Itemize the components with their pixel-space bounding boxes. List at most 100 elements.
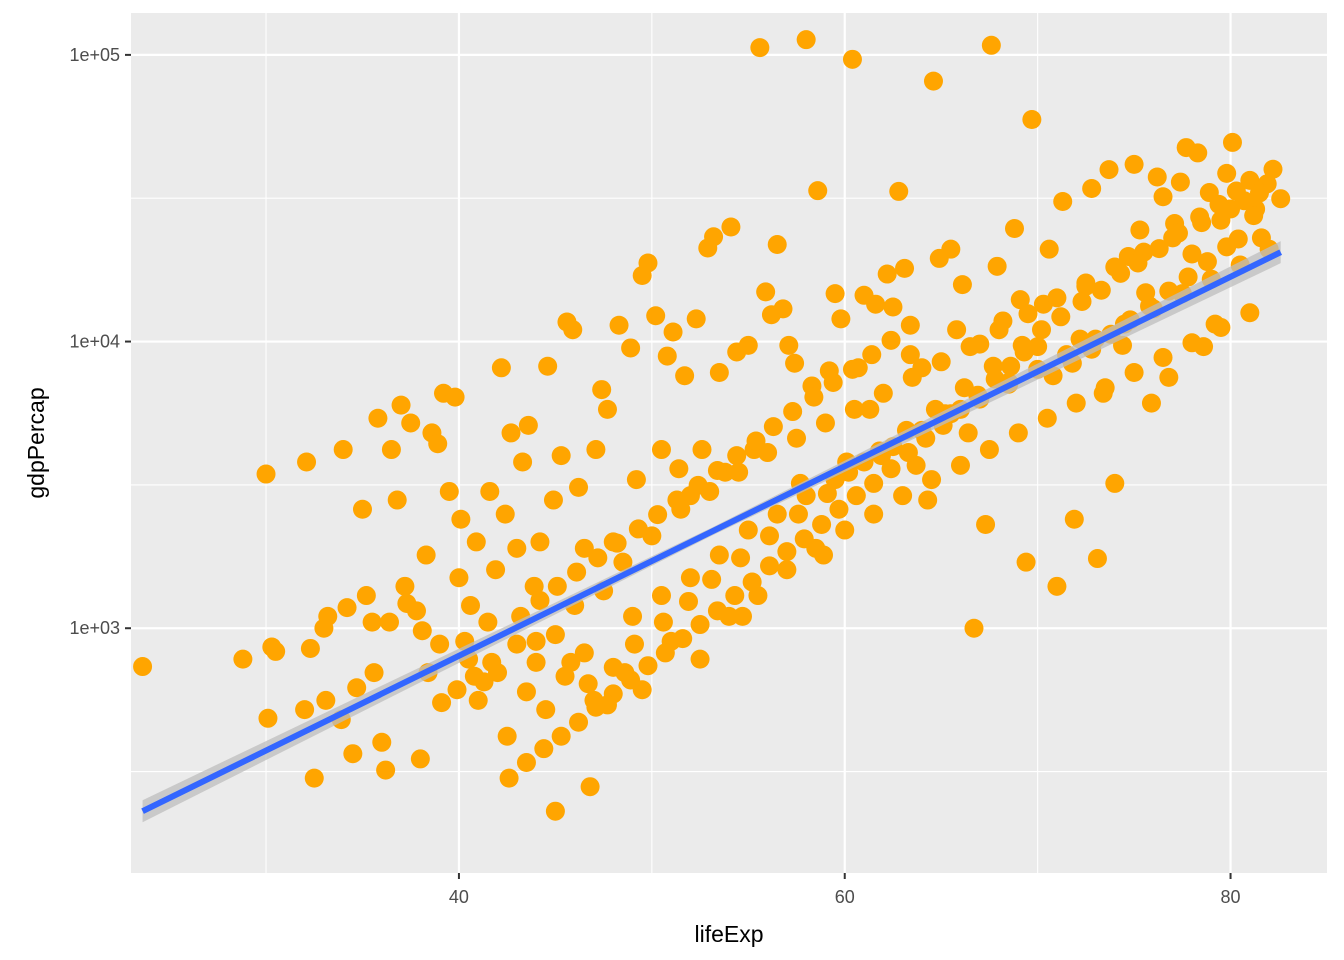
data-point [1188,143,1208,163]
data-point [368,408,388,428]
x-tick-label: 40 [449,887,469,907]
data-point [727,446,747,466]
data-point [773,299,793,319]
data-point [1124,362,1144,382]
data-point [950,455,970,475]
data-point [482,652,502,672]
data-point [1047,288,1067,308]
data-point [1153,347,1173,367]
data-point [1190,207,1210,227]
data-point [846,486,866,506]
data-point [624,634,644,654]
data-point [663,322,683,342]
data-point [760,556,780,576]
data-point [638,253,658,273]
data-point [680,568,700,588]
data-point [623,606,643,626]
data-point [1149,239,1169,259]
data-point [391,395,411,415]
data-point [1226,181,1246,201]
data-point [692,440,712,460]
data-point [976,515,996,535]
data-point [588,548,608,568]
data-point [1047,576,1067,596]
data-point [607,533,627,553]
data-point [893,486,913,506]
data-point [981,35,1001,55]
data-point [1249,183,1269,203]
data-point [783,402,803,422]
data-point [597,399,617,419]
data-point [304,768,324,788]
data-point [507,538,527,558]
data-point [516,753,536,773]
data-point [979,440,999,460]
data-point [866,294,886,314]
data-point [543,490,563,510]
data-point [881,459,901,479]
data-point [653,612,673,632]
data-point [842,49,862,69]
data-point [651,440,671,460]
data-point [495,504,515,524]
data-point [1018,304,1038,324]
data-point [1012,335,1032,355]
data-point [954,378,974,398]
data-point [497,726,517,746]
data-point [742,572,762,592]
data-point [401,413,421,433]
data-point [499,768,519,788]
data-point [1064,509,1084,529]
data-point [316,690,336,710]
data-point [987,256,1007,276]
data-point [889,181,909,201]
data-point [900,345,920,365]
data-point [725,586,745,606]
data-point [750,38,770,58]
data-point [835,520,855,540]
data-point [788,504,808,524]
data-point [551,726,571,746]
data-point [731,548,751,568]
data-point [551,446,571,466]
plot-panel [131,13,1327,873]
data-point [1244,206,1264,226]
data-point [397,593,417,613]
data-point [686,309,706,329]
x-tick-label: 60 [835,887,855,907]
data-point [952,275,972,295]
data-point [1170,172,1190,192]
data-point [364,663,384,683]
data-point [609,315,629,335]
data-point [347,678,367,698]
data-point [1032,320,1052,340]
data-point [883,297,903,317]
data-point [376,760,396,780]
data-point [447,680,467,700]
data-point [1240,303,1260,323]
data-point [1001,356,1021,376]
data-point [428,434,448,454]
data-point [432,693,452,713]
data-point [297,452,317,472]
data-point [538,356,558,376]
data-point [844,399,864,419]
data-point [825,284,845,304]
data-point [688,475,708,495]
data-point [796,30,816,50]
data-point [864,504,884,524]
data-point [895,258,915,278]
data-point [295,700,315,720]
data-point [777,542,797,562]
data-point [530,532,550,552]
data-point [923,71,943,91]
data-point [1004,218,1024,238]
data-point [777,560,797,580]
data-point [545,625,565,645]
data-point [898,443,918,463]
data-point [829,499,849,519]
data-point [794,529,814,549]
data-point [1053,192,1073,212]
data-point [842,359,862,379]
data-point [815,413,835,433]
